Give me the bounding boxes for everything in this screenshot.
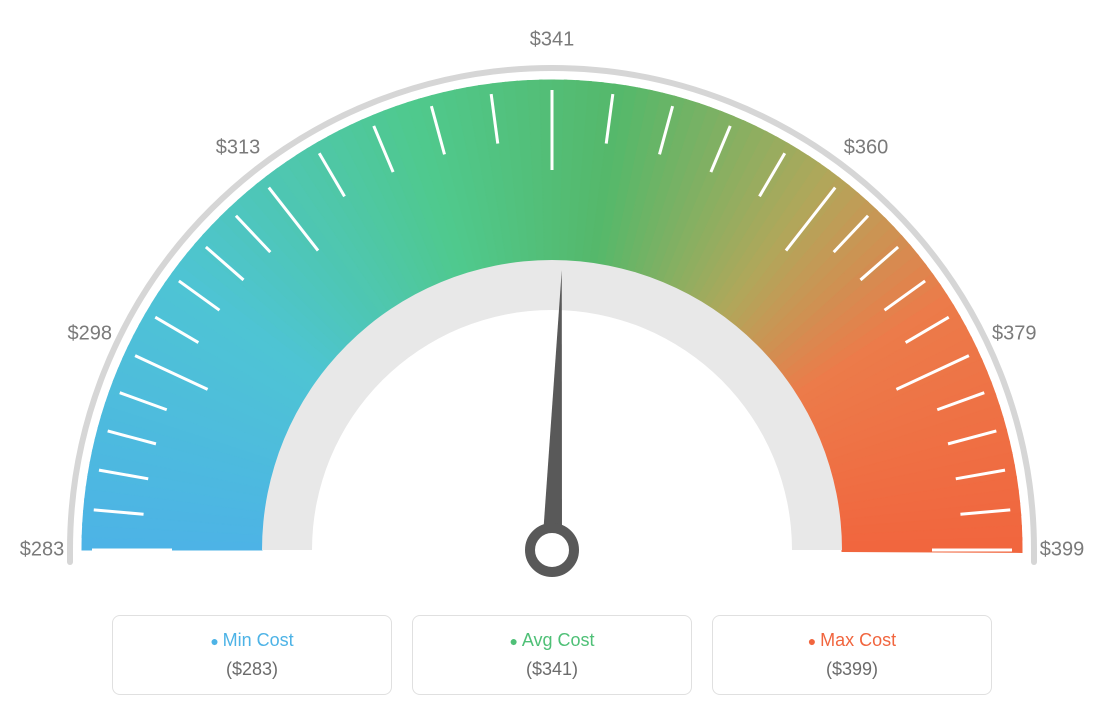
legend-max: Max Cost ($399): [712, 615, 992, 695]
legend-max-value: ($399): [731, 659, 973, 680]
legend-min-value: ($283): [131, 659, 373, 680]
gauge-chart: $283$298$313$341$360$379$399: [22, 20, 1082, 585]
gauge-svg: [22, 20, 1082, 580]
legend-avg-value: ($341): [431, 659, 673, 680]
legend-avg-title: Avg Cost: [431, 630, 673, 651]
legend-min-title: Min Cost: [131, 630, 373, 651]
legend-avg: Avg Cost ($341): [412, 615, 692, 695]
legend-min: Min Cost ($283): [112, 615, 392, 695]
legend-max-title: Max Cost: [731, 630, 973, 651]
legend-row: Min Cost ($283) Avg Cost ($341) Max Cost…: [112, 615, 992, 695]
